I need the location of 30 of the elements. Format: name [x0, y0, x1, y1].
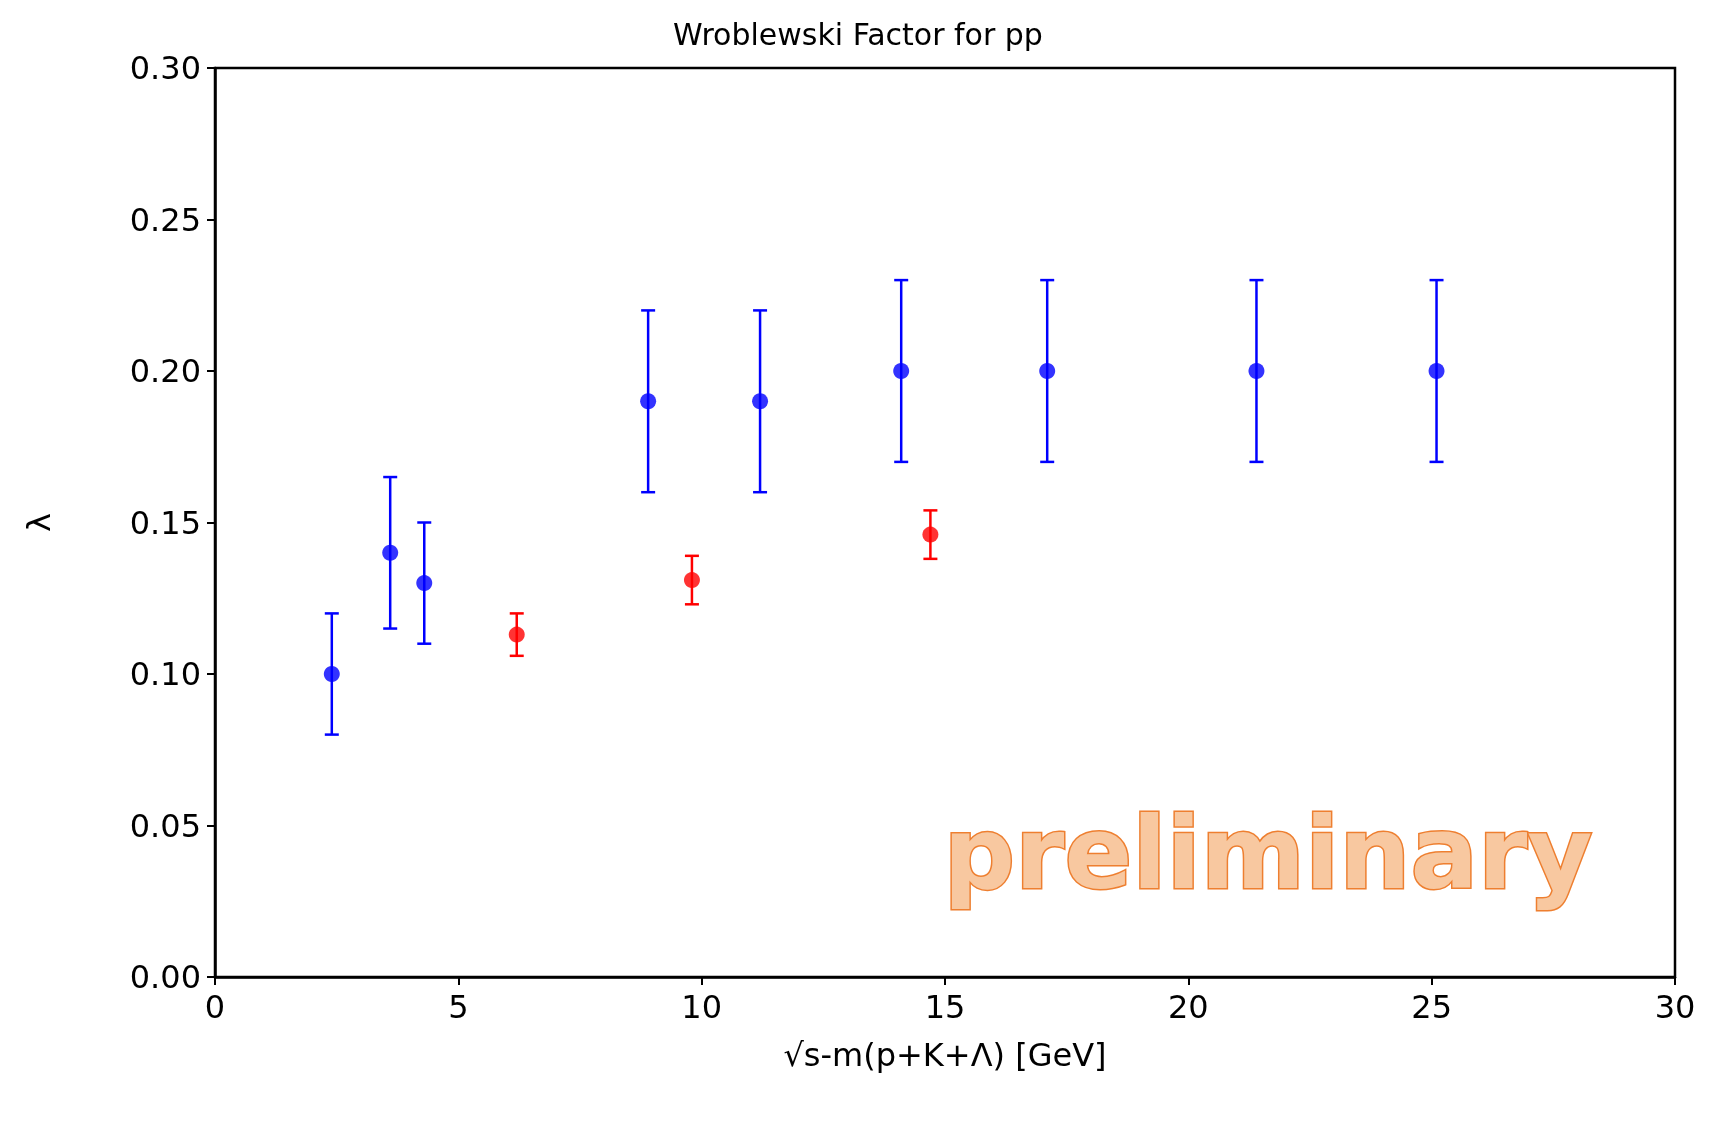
y-axis-title: λ — [20, 513, 58, 532]
x-axis-title: √s-m(p+K+Λ) [GeV] — [783, 1036, 1107, 1074]
chart-title: Wroblewski Factor for pp — [673, 16, 1043, 52]
point — [1039, 363, 1056, 379]
point — [922, 526, 939, 543]
x-tick-label: 10 — [681, 988, 723, 1026]
y-tick-label: 0.15 — [129, 503, 201, 542]
point — [752, 393, 769, 410]
point — [640, 393, 657, 410]
y-tick-label: 0.05 — [129, 806, 201, 845]
y-tick-label: 0.30 — [129, 49, 201, 87]
x-tick-label: 5 — [448, 988, 469, 1026]
point — [416, 575, 433, 592]
y-tick-label: 0.20 — [129, 352, 201, 390]
x-tick-label: 20 — [1167, 988, 1209, 1026]
point — [508, 626, 525, 643]
annotation: preliminary — [943, 794, 1593, 912]
x-tick-label: 25 — [1411, 988, 1453, 1026]
y-tick-label: 0.00 — [129, 958, 201, 996]
point — [323, 666, 340, 682]
x-tick-label: 30 — [1654, 988, 1696, 1026]
point — [893, 363, 910, 379]
point — [1428, 363, 1445, 379]
x-tick-label: 0 — [204, 988, 226, 1026]
point — [382, 544, 399, 561]
point — [683, 572, 700, 589]
x-tick-label: 15 — [924, 988, 966, 1026]
y-tick-label: 0.10 — [129, 655, 201, 693]
point — [1248, 363, 1265, 379]
y-tick-label: 0.25 — [129, 200, 201, 239]
